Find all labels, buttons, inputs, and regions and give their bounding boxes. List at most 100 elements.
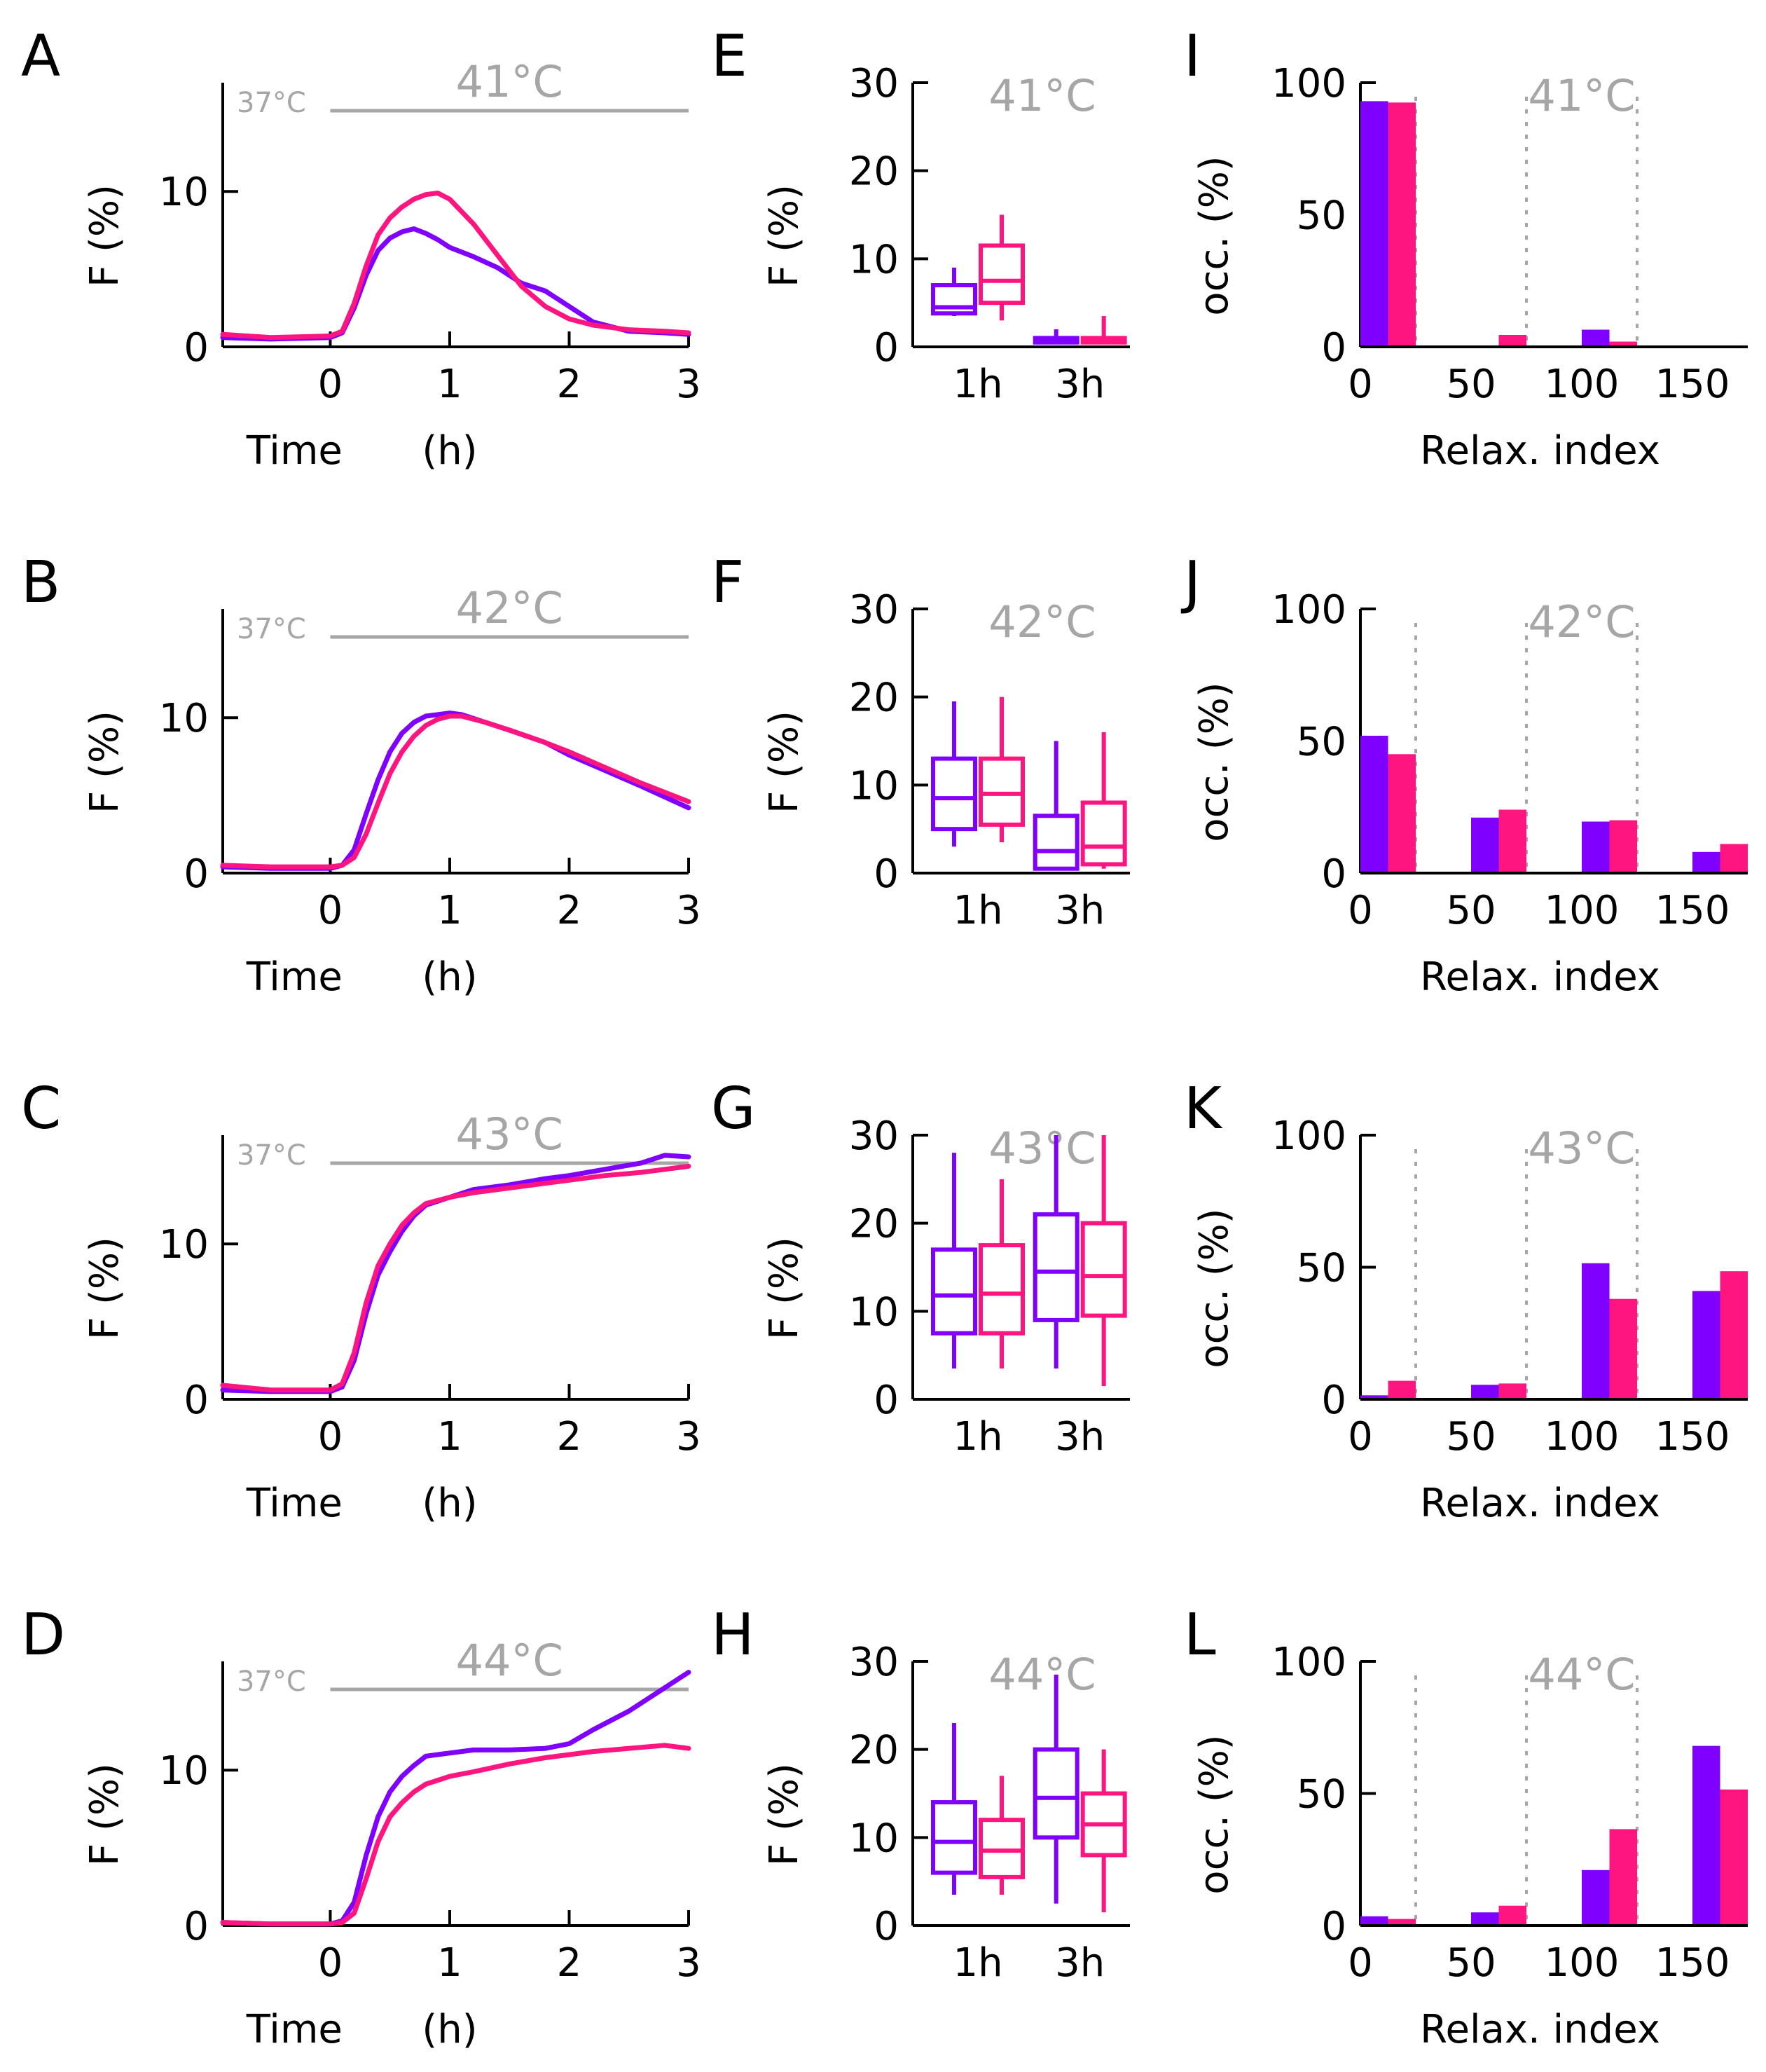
y-tick-label: 100 [1271,61,1346,107]
x-tick-label: 1 [437,1414,462,1460]
box-purple-3h [1033,741,1079,871]
x-tick-label: 0 [318,362,343,407]
category-label: 3h [1055,888,1105,933]
bar-pink [1498,335,1526,347]
bar-purple [1582,329,1610,347]
box-purple-3h [1033,1135,1079,1369]
y-tick-label: 50 [1297,1772,1346,1818]
x-tick-label: 0 [1348,1940,1373,1986]
category-label: 3h [1055,1414,1105,1460]
panel-letter: G [711,1076,756,1142]
box-iqr [931,1800,977,1875]
x-tick-label: 2 [557,362,582,407]
x-tick-label: 150 [1655,362,1730,407]
temperature-label: 44°C [988,1649,1096,1700]
y-tick-label: 0 [184,325,209,371]
bar-purple [1692,851,1720,873]
panel-C: C 0 10 F (%) 37°C 43°C 0 1 2 3 Time (h) [21,1076,701,1526]
y-tick-label: 10 [159,1222,209,1268]
box-pink-1h [979,1776,1025,1895]
box-purple-1h [931,1722,977,1895]
y-axis-label: occ. (%) [1192,1208,1237,1368]
x-tick-label: 100 [1545,1414,1620,1460]
panel-E: E 0 10 20 30 F (%) 41°C 1h 3h [711,23,1130,407]
y-axis-label: occ. (%) [1192,1734,1237,1894]
category-label: 3h [1055,1940,1105,1986]
box-pink-1h [979,697,1025,843]
category-label: 1h [953,1414,1002,1460]
category-label: 1h [953,362,1002,407]
x-tick-label: 2 [557,888,582,933]
y-tick-label: 20 [849,1728,899,1773]
y-axis-label: occ. (%) [1192,682,1237,842]
x-axis-label: Relax. index [1420,954,1660,1000]
box-iqr [1033,1212,1079,1322]
series-line-pink [220,1743,691,1927]
x-tick-label: 0 [1348,362,1373,407]
y-tick-label: 0 [874,1378,899,1423]
panel-letter: K [1184,1076,1223,1142]
bar-pink [1498,809,1526,873]
bar-purple [1471,1385,1499,1399]
series-line-pink [220,1163,691,1393]
x-tick-label: 100 [1545,362,1620,407]
panel-letter: J [1180,549,1201,616]
x-tick-label: 50 [1446,1414,1496,1460]
bar-pink [1498,1383,1526,1399]
x-tick-label: 150 [1655,1940,1730,1986]
box-pink-3h [1080,1749,1127,1913]
y-tick-label: 10 [849,1816,899,1861]
baseline-temp-label: 37°C [237,1139,306,1172]
bar-pink [1720,1271,1748,1399]
x-tick-label: 50 [1446,1940,1496,1986]
panel-H: H 0 10 20 30 F (%) 44°C 1h 3h [711,1602,1130,1986]
temperature-label: 44°C [456,1635,563,1686]
temperature-label: 42°C [1528,596,1635,647]
y-axis-label: F (%) [761,1763,807,1866]
series-line-purple [220,711,691,871]
panel-letter: L [1184,1602,1216,1668]
bar-purple [1692,1291,1720,1399]
x-tick-label: 150 [1655,1414,1730,1460]
x-axis-unit: (h) [422,1481,477,1526]
bar-purple [1360,1916,1388,1926]
series-line-purple [220,1670,691,1927]
panel-letter: A [21,23,60,90]
y-tick-label: 0 [1321,325,1346,371]
temperature-label: 41°C [1528,70,1635,121]
x-tick-label: 2 [557,1414,582,1460]
box-iqr [979,243,1025,306]
y-axis-label: occ. (%) [1192,156,1237,315]
box-purple-1h [931,701,977,847]
y-tick-label: 100 [1271,1113,1346,1159]
bar-pink [1609,820,1637,873]
panel-K: K 0 50 100 occ. (%) 43°C 0 50 100 150 Relax. index [1184,1076,1748,1526]
x-axis-unit: (h) [422,428,477,474]
box-iqr [931,1247,977,1336]
x-axis-label: Time [246,2007,343,2052]
bar-purple [1471,817,1499,873]
x-axis-label: Time [246,1481,343,1526]
x-tick-label: 3 [676,1940,701,1986]
box-pink-3h [1080,1135,1127,1387]
box-pink-1h [979,214,1025,321]
x-tick-label: 0 [318,888,343,933]
bar-pink [1720,844,1748,873]
y-tick-label: 50 [1297,193,1346,239]
bar-purple [1582,1869,1610,1926]
box-purple-1h [931,1153,977,1369]
box-purple-3h [1033,1674,1079,1904]
x-tick-label: 3 [676,888,701,933]
x-tick-label: 100 [1545,888,1620,933]
x-axis-unit: (h) [422,2007,477,2052]
y-axis-label: F (%) [82,1237,127,1340]
x-axis-label: Relax. index [1420,1481,1660,1526]
x-tick-label: 50 [1446,362,1496,407]
baseline-temp-label: 37°C [237,1666,306,1698]
y-tick-label: 10 [849,237,899,282]
y-tick-label: 100 [1271,587,1346,633]
series-line-purple [220,226,691,342]
box-iqr [979,1818,1025,1879]
temperature-label: 41°C [988,70,1096,121]
y-tick-label: 10 [159,1748,209,1794]
